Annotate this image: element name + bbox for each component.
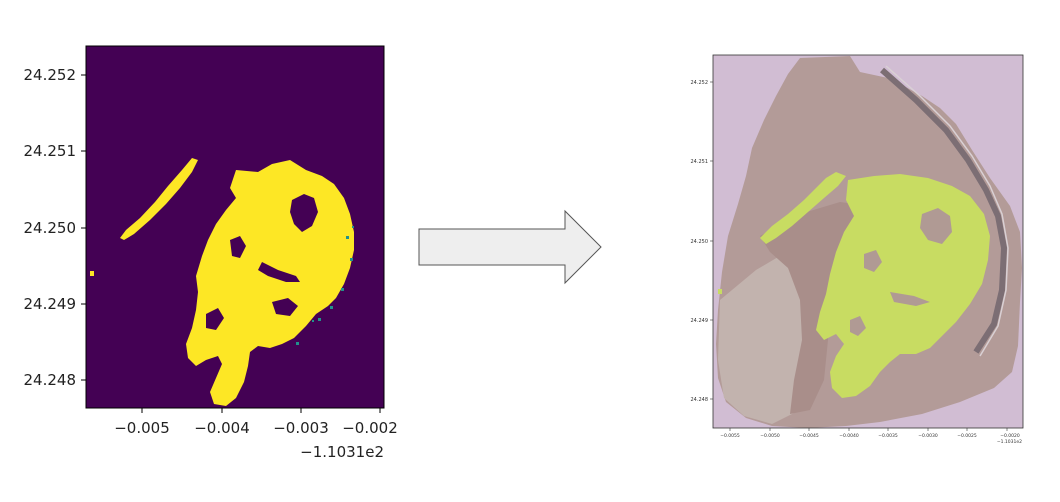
mask-plot: 24.252 24.251 24.250 24.249 24.248 −0.00… [0, 0, 410, 498]
x-tick-label: −0.0030 [918, 433, 938, 439]
y-tick-label: 24.252 [24, 66, 77, 84]
mask-edge-pixels [296, 226, 354, 345]
y-tick-label: 24.251 [24, 142, 77, 160]
overlay-x-tick-labels: −0.0055 −0.0050 −0.0045 −0.0040 −0.0035 … [720, 433, 1020, 439]
y-tick-label: 24.249 [24, 295, 77, 313]
x-tick-label: −0.003 [273, 419, 329, 437]
mask-hole [206, 308, 224, 330]
x-tick-label: −0.0040 [839, 433, 859, 439]
mask-hole [290, 194, 318, 232]
x-offset-label: −1.1031e2 [997, 439, 1022, 445]
road [880, 67, 1008, 354]
y-tick-label: 24.251 [691, 159, 709, 165]
x-tick-label: −0.0055 [720, 433, 740, 439]
y-tick-label: 24.252 [691, 80, 709, 86]
mask-strip [120, 158, 198, 240]
mask-speck [90, 271, 94, 276]
mask-hole [272, 298, 298, 316]
mask-hole [258, 262, 300, 282]
y-tick-label: 24.250 [691, 239, 709, 245]
right-arrow-icon [418, 209, 602, 285]
x-tick-label: −0.0025 [957, 433, 977, 439]
mangrove-gaps [850, 208, 952, 336]
x-offset-label: −1.1031e2 [300, 443, 384, 461]
transform-arrow [412, 205, 608, 289]
mask-frame [85, 45, 385, 409]
mask-hole [230, 236, 246, 258]
overlay-plot: 24.252 24.251 24.250 24.249 24.248 −0.00… [660, 0, 1060, 498]
overlay-plot-svg: 24.252 24.251 24.250 24.249 24.248 −0.00… [691, 54, 1024, 445]
y-tick-label: 24.248 [691, 397, 709, 403]
y-tick-label: 24.248 [24, 371, 77, 389]
x-tick-label: −0.004 [194, 419, 250, 437]
x-tick-label: −0.0020 [1000, 433, 1020, 439]
y-tick-label: 24.249 [691, 318, 709, 324]
mask-y-tick-marks [81, 74, 86, 381]
mask-x-tick-marks [141, 408, 381, 413]
x-tick-label: −0.002 [342, 419, 398, 437]
overlay-frame [712, 54, 1024, 429]
overlay-x-tick-marks [729, 428, 1008, 431]
road-edge [885, 65, 1009, 357]
overlay-y-tick-marks [710, 81, 713, 400]
x-tick-label: −0.0045 [799, 433, 819, 439]
mask-holes [206, 194, 318, 330]
mangrove-strip [760, 172, 846, 244]
overlay-y-tick-labels: 24.252 24.251 24.250 24.249 24.248 [691, 80, 709, 403]
x-tick-label: −0.0035 [878, 433, 898, 439]
y-tick-label: 24.250 [24, 219, 77, 237]
mask-x-tick-labels: −0.005 −0.004 −0.003 −0.002 [114, 419, 398, 437]
x-tick-label: −0.0050 [760, 433, 780, 439]
mask-y-tick-labels: 24.252 24.251 24.250 24.249 24.248 [24, 66, 77, 389]
mangrove-speck [718, 289, 722, 294]
x-tick-label: −0.005 [114, 419, 170, 437]
mask-plot-svg: 24.252 24.251 24.250 24.249 24.248 −0.00… [24, 45, 398, 461]
